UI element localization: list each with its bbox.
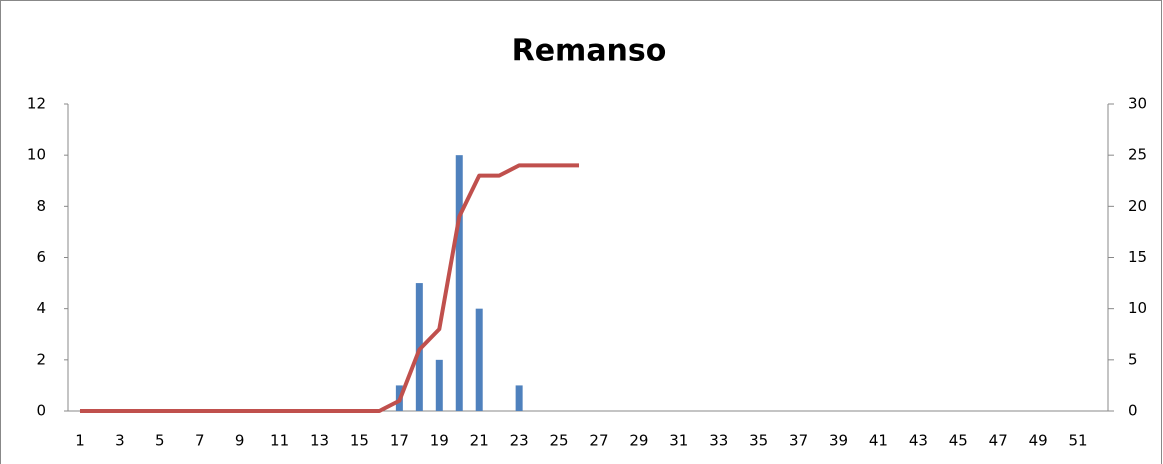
x-tick-label: 29 (629, 432, 648, 450)
y2-tick-label: 0 (1128, 402, 1138, 420)
x-tick-label: 33 (709, 432, 728, 450)
bar (475, 308, 483, 411)
x-tick-label: 43 (909, 432, 928, 450)
x-tick-label: 23 (510, 432, 529, 450)
x-tick-label: 25 (550, 432, 569, 450)
bar (455, 155, 463, 411)
y-tick-label: 10 (27, 146, 46, 164)
y2-tick-label: 20 (1128, 197, 1147, 215)
y2-tick-label: 10 (1128, 299, 1147, 317)
x-tick-label: 19 (430, 432, 449, 450)
x-tick-label: 49 (1029, 432, 1048, 450)
y2-tick-label: 15 (1128, 248, 1147, 266)
x-tick-label: 37 (789, 432, 808, 450)
x-tick-label: 47 (989, 432, 1008, 450)
y2-tick-label: 30 (1128, 95, 1147, 113)
bar (435, 359, 443, 411)
chart-title: Remanso (512, 34, 667, 69)
y-tick-label: 4 (36, 299, 46, 317)
line (79, 163, 580, 413)
x-tick-label: 41 (869, 432, 888, 450)
x-tick-label: 9 (235, 432, 245, 450)
x-tick-label: 17 (390, 432, 409, 450)
y-tick-label: 12 (27, 95, 46, 113)
y2-tick-label: 25 (1128, 146, 1147, 164)
x-tick-label: 31 (669, 432, 688, 450)
x-tick-label: 15 (350, 432, 369, 450)
x-tick-label: 13 (310, 432, 329, 450)
x-tick-label: 11 (270, 432, 289, 450)
y-tick-label: 8 (36, 197, 46, 215)
y-tick-label: 0 (36, 402, 46, 420)
x-tick-label: 7 (195, 432, 205, 450)
x-tick-label: 39 (829, 432, 848, 450)
x-tick-label: 21 (470, 432, 489, 450)
y-tick-label: 6 (36, 248, 46, 266)
y-tick-label: 2 (36, 350, 46, 368)
bar (515, 385, 523, 411)
x-tick-label: 1 (75, 432, 85, 450)
x-tick-label: 35 (749, 432, 768, 450)
y2-tick-label: 5 (1128, 350, 1138, 368)
x-tick-label: 3 (115, 432, 125, 450)
x-tick-label: 5 (155, 432, 165, 450)
x-tick-label: 51 (1069, 432, 1088, 450)
x-tick-label: 27 (589, 432, 608, 450)
x-tick-label: 45 (949, 432, 968, 450)
